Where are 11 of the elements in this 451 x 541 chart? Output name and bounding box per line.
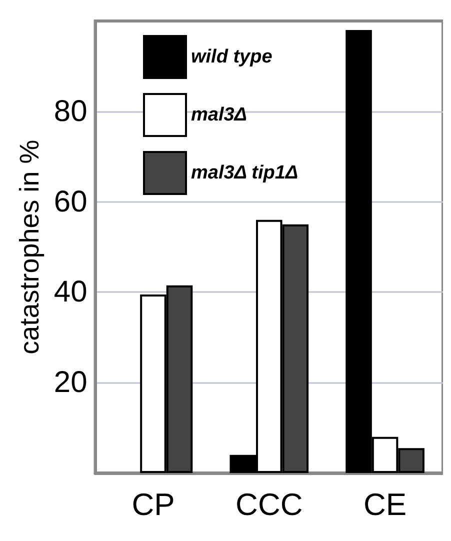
y-tick-label: 60: [54, 185, 88, 218]
y-tick-label: 80: [54, 94, 88, 128]
legend-label: mal3Δ tip1Δ: [191, 162, 298, 184]
y-axis-title: catastrophes in %: [14, 140, 44, 354]
y-tick-label: 40: [54, 276, 88, 309]
y-tick-label: 20: [54, 366, 88, 400]
x-tick-label: CE: [364, 487, 407, 522]
x-tick-label: CCC: [236, 487, 303, 522]
legend-label: mal3Δ: [191, 104, 248, 126]
x-tick-label: CP: [132, 487, 175, 522]
legend-label: wild type: [191, 46, 273, 68]
